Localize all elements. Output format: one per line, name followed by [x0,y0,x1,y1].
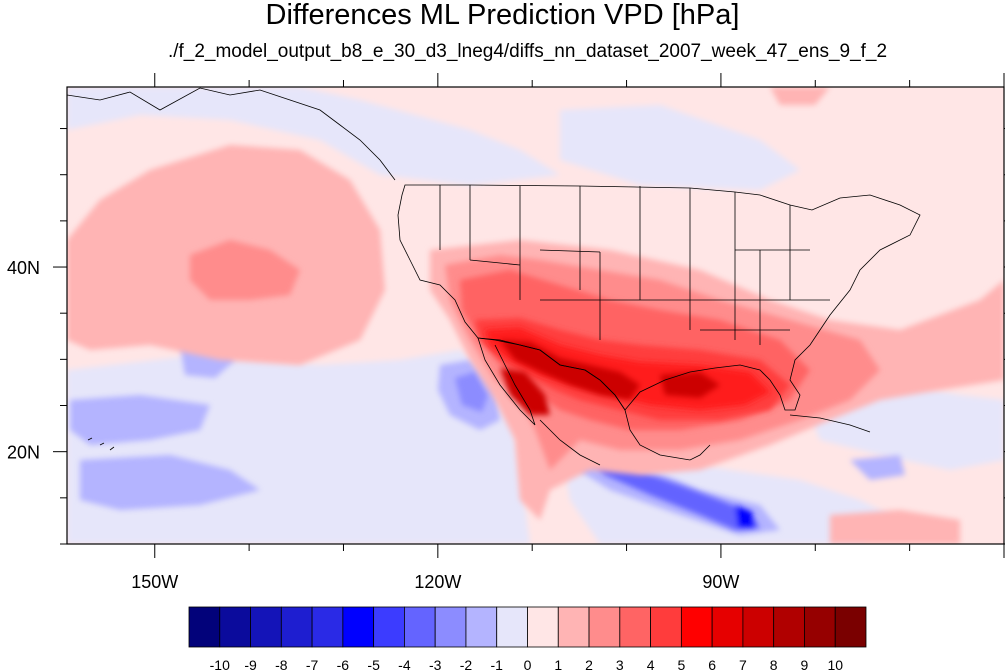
colorbar-swatch [342,606,375,648]
colorbar-swatch [773,606,805,648]
y-tick-label-40n: 40N [7,258,40,278]
x-tick-label-150w: 150W [131,572,178,592]
colorbar-label: 4 [647,657,655,672]
colorbar-swatch [404,606,436,648]
map-subtitle: ./f_2_model_output_b8_e_30_d3_lneg4/diff… [167,41,888,62]
colorbar-swatch [373,606,405,648]
field-neg2-caribbean-east [850,455,905,480]
colorbar-label: -4 [398,657,411,672]
field-pos1-south-atlantic [830,510,960,544]
colorbar-swatch [557,606,590,648]
colorbar-label: -1 [491,657,504,672]
colorbar-swatch [588,606,621,648]
field-pos2-northeast-pacific [190,240,300,300]
x-tick-label-90w: 90W [702,572,739,592]
colorbar-swatch [834,606,867,648]
colorbar-swatch [188,606,221,648]
us-boundaries [67,87,921,466]
colorbar-label: 7 [739,657,747,672]
coastline-mexico-west [539,419,601,466]
colorbar-label: -5 [367,657,380,672]
colorbar-swatch [680,606,713,648]
colorbar-label: 6 [708,657,716,672]
colorbar-label: -2 [460,657,473,672]
colorbar-label: -10 [210,657,230,672]
colorbar-swatch [280,606,313,648]
colorbar-label: 5 [677,657,685,672]
colorbar-swatch [434,606,467,648]
colorbar-swatch [650,606,682,648]
field-neg6-central-america [735,505,755,528]
colorbar-swatch [219,606,251,648]
colorbar-label: 3 [616,657,624,672]
y-tick-label-20n: 20N [7,443,40,463]
field-neg2-pacific [70,395,210,445]
field-neg-north-center [560,105,800,190]
colorbar-label: 2 [585,657,593,672]
heatmap-field [67,87,1004,544]
field-pos7-gulf [660,372,720,398]
colorbar-label: -3 [429,657,442,672]
colorbar-swatch [465,606,498,648]
field-neg4-baja [455,372,488,412]
colorbar-swatch [742,606,775,648]
colorbar-label: -8 [275,657,288,672]
field-pos1-alaska-coast [770,87,830,105]
state-lines-west [439,185,700,340]
colorbar-label: -7 [306,657,319,672]
axis-ticks [53,73,1005,558]
colorbar-swatch [804,606,836,648]
colorbar-label: 8 [770,657,778,672]
colorbar-swatch [711,606,744,648]
colorbar: -10 -9 -8 -7 -6 -5 -4 -3 -2 -1 0 1 2 3 4 5 6 7 8 9 10 [188,606,867,672]
coastline-gulf-mexico [624,409,711,461]
coastline-usa [397,184,921,411]
state-lines-east [689,188,830,345]
colorbar-label: 9 [801,657,809,672]
colorbar-swatch [619,606,651,648]
field-neg-northwest [67,87,560,185]
colorbar-swatch [527,606,559,648]
border-mexico [477,337,626,411]
field-neg2-hawaii [80,455,260,510]
cuba [789,414,871,433]
colorbar-label: 1 [554,657,562,672]
colorbar-label: -9 [244,657,257,672]
colorbar-label: 0 [524,657,532,672]
colorbar-swatch [496,606,528,648]
colorbar-label: 10 [827,657,843,672]
colorbar-swatch [250,606,282,648]
colorbar-label: -6 [337,657,350,672]
hawaii-islands [87,437,115,451]
x-tick-label-120w: 120W [414,572,461,592]
field-neg4-central-america [590,460,760,530]
plot-frame [66,86,1005,545]
coastline-baja [477,337,536,426]
map-title: Differences ML Prediction VPD [hPa] [265,0,740,31]
colorbar-swatch [311,606,344,648]
canada-coast [67,87,396,181]
